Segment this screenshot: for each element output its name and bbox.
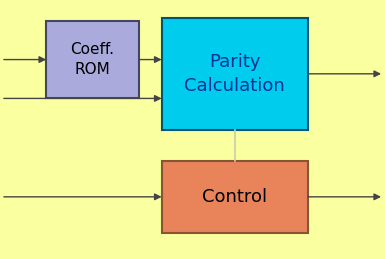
FancyBboxPatch shape bbox=[46, 21, 139, 98]
Text: Coeff.
ROM: Coeff. ROM bbox=[70, 42, 114, 77]
Text: Control: Control bbox=[202, 188, 268, 206]
FancyBboxPatch shape bbox=[162, 161, 308, 233]
Text: Parity
Calculation: Parity Calculation bbox=[184, 53, 285, 95]
FancyBboxPatch shape bbox=[162, 18, 308, 130]
